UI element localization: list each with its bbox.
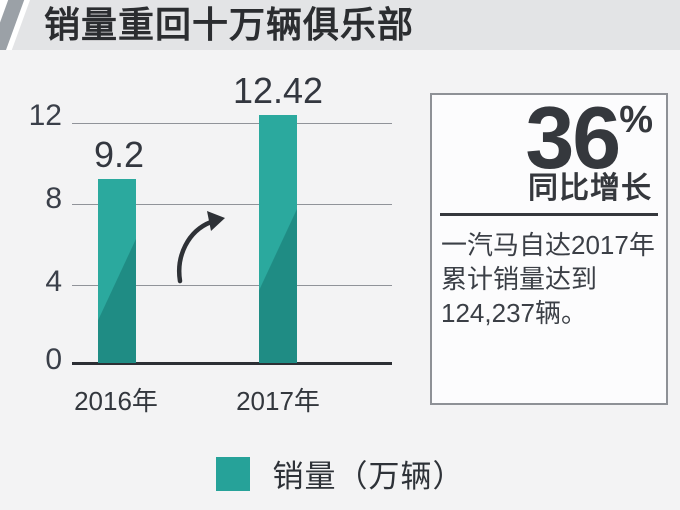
panel-description: 一汽马自达2017年累计销量达到124,237辆。 <box>441 230 655 328</box>
y-tick-4: 4 <box>45 265 62 298</box>
bar-value-2017: 12.42 <box>232 69 324 111</box>
legend-swatch-icon <box>215 456 250 491</box>
growth-percent: 36% <box>432 94 666 182</box>
x-tick-2016: 2016年 <box>74 386 158 416</box>
y-tick-8: 8 <box>45 182 62 215</box>
growth-info-panel: 36% 同比增长 一汽马自达2017年累计销量达到124,237辆。 <box>430 93 668 405</box>
bar-value-2016: 9.2 <box>93 134 145 175</box>
header-bar: 销量重回十万辆俱乐部 <box>0 0 680 50</box>
plot-area: 9.2 12.42 <box>72 72 392 365</box>
x-tick-2017: 2017年 <box>236 386 320 416</box>
page-title: 销量重回十万辆俱乐部 <box>44 4 415 45</box>
legend-label: 销量（万辆） <box>272 459 465 494</box>
growth-percent-label: 同比增长 <box>528 172 652 205</box>
chart-legend: 销量（万辆） <box>0 451 680 496</box>
bar-2016 <box>98 179 136 363</box>
bar-2017 <box>259 114 297 363</box>
growth-percent-value: 36 <box>525 88 621 187</box>
y-tick-12: 12 <box>28 99 62 132</box>
x-axis-line <box>72 362 392 365</box>
gridline-8 <box>72 204 392 205</box>
gridline-4 <box>72 285 392 286</box>
y-tick-0: 0 <box>45 343 62 376</box>
growth-arrow-icon <box>177 211 225 284</box>
panel-divider <box>440 213 658 216</box>
gridline-12 <box>72 123 392 124</box>
percent-sign: % <box>619 99 653 141</box>
